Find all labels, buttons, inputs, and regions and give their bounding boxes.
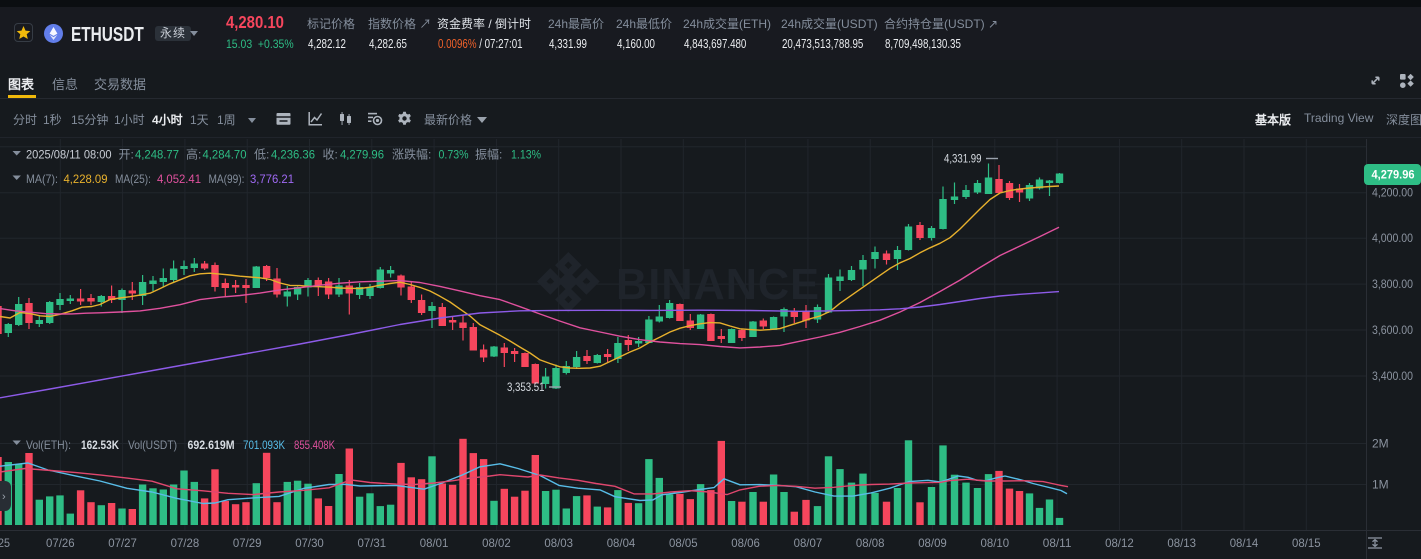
svg-text:4,331.99: 4,331.99 — [944, 152, 982, 166]
svg-text:4,248.77: 4,248.77 — [135, 148, 179, 162]
svg-text:08/10: 08/10 — [981, 536, 1010, 550]
svg-text:701.093K: 701.093K — [243, 438, 285, 452]
svg-text:Vol(USDT): Vol(USDT) — [128, 438, 177, 452]
svg-text:07/31: 07/31 — [358, 536, 387, 550]
svg-text:08/05: 08/05 — [669, 536, 698, 550]
svg-text:08/01: 08/01 — [420, 536, 449, 550]
svg-text:08/06: 08/06 — [731, 536, 760, 550]
svg-text:4,228.09: 4,228.09 — [64, 172, 108, 186]
svg-text:4,200.00: 4,200.00 — [1372, 186, 1413, 200]
svg-text:08/03: 08/03 — [544, 536, 573, 550]
svg-text:2025/08/11 08:00: 2025/08/11 08:00 — [26, 148, 112, 162]
svg-text:振幅:: 振幅: — [475, 147, 502, 162]
svg-text:Vol(ETH):: Vol(ETH): — [26, 438, 71, 452]
svg-text:162.53K: 162.53K — [81, 438, 119, 452]
svg-text:25: 25 — [0, 536, 10, 550]
svg-text:08/14: 08/14 — [1230, 536, 1259, 550]
svg-text:4,052.41: 4,052.41 — [157, 172, 201, 186]
svg-text:2M: 2M — [1372, 437, 1389, 451]
svg-text:高:: 高: — [186, 147, 201, 162]
svg-text:低:: 低: — [254, 148, 269, 162]
svg-text:08/11: 08/11 — [1043, 536, 1072, 550]
svg-text:07/27: 07/27 — [108, 536, 137, 550]
svg-text:07/28: 07/28 — [171, 536, 200, 550]
svg-text:MA(7):: MA(7): — [26, 172, 58, 186]
svg-text:08/13: 08/13 — [1167, 536, 1196, 550]
svg-text:BINANCE: BINANCE — [616, 260, 820, 309]
svg-text:MA(25):: MA(25): — [115, 172, 151, 186]
svg-text:08/04: 08/04 — [607, 536, 636, 550]
svg-text:08/07: 08/07 — [794, 536, 823, 550]
svg-text:3,600.00: 3,600.00 — [1372, 323, 1413, 337]
svg-text:3,800.00: 3,800.00 — [1372, 277, 1413, 291]
svg-text:1M: 1M — [1372, 478, 1389, 492]
svg-text:08/15: 08/15 — [1292, 536, 1321, 550]
svg-text:855.408K: 855.408K — [294, 438, 335, 452]
svg-text:08/12: 08/12 — [1105, 536, 1134, 550]
svg-text:692.619M: 692.619M — [188, 438, 235, 452]
svg-text:MA(99):: MA(99): — [209, 172, 245, 186]
svg-text:07/26: 07/26 — [46, 536, 75, 550]
svg-text:4,000.00: 4,000.00 — [1372, 231, 1413, 245]
svg-text:08/09: 08/09 — [918, 536, 947, 550]
svg-text:08/08: 08/08 — [856, 536, 885, 550]
svg-text:4,279.96: 4,279.96 — [340, 148, 384, 162]
svg-text:3,400.00: 3,400.00 — [1372, 369, 1413, 383]
svg-text:涨跌幅:: 涨跌幅: — [392, 147, 431, 162]
svg-text:4,236.36: 4,236.36 — [271, 148, 315, 162]
svg-text:4,279.96: 4,279.96 — [1372, 168, 1415, 182]
svg-text:1.13%: 1.13% — [511, 148, 541, 162]
svg-text:07/29: 07/29 — [233, 536, 262, 550]
svg-text:3,776.21: 3,776.21 — [250, 172, 294, 186]
svg-text:08/02: 08/02 — [482, 536, 511, 550]
svg-text:4,284.70: 4,284.70 — [203, 148, 247, 162]
svg-text:收:: 收: — [323, 148, 338, 162]
svg-text:3,353.51: 3,353.51 — [507, 380, 545, 394]
svg-text:›: › — [2, 491, 6, 503]
svg-text:开:: 开: — [119, 148, 134, 162]
svg-text:0.73%: 0.73% — [439, 148, 469, 162]
svg-text:07/30: 07/30 — [295, 536, 324, 550]
